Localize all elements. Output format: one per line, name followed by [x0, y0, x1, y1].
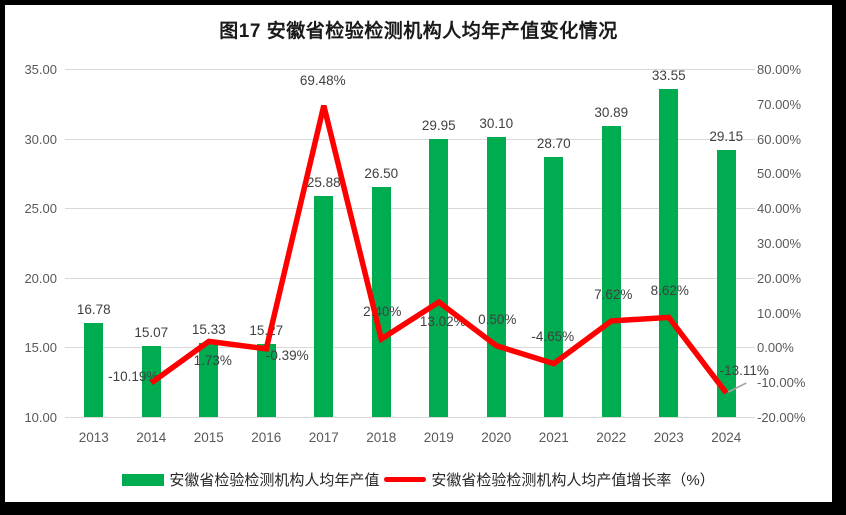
left-axis-tick: 30.00: [24, 131, 57, 147]
growth-rate-label: -0.39%: [265, 347, 309, 363]
x-axis-label: 2016: [251, 430, 282, 445]
x-axis-label: 2019: [423, 430, 454, 445]
bar-value-label: 26.50: [364, 166, 399, 182]
right-axis-tick: 30.00%: [757, 236, 802, 251]
x-axis-label: 2014: [136, 430, 167, 445]
growth-rate-label: -13.11%: [719, 363, 769, 379]
right-axis-tick: 40.00%: [757, 201, 802, 217]
right-axis-tick: 80.00%: [757, 62, 802, 77]
bar-value-label: 33.55: [651, 68, 686, 84]
growth-rate-label: 69.48%: [299, 72, 346, 88]
bar: [659, 89, 679, 417]
growth-line-path: [149, 104, 729, 395]
bar: [84, 322, 104, 417]
bar: [314, 195, 334, 417]
x-axis-label: 2018: [366, 430, 397, 445]
x-axis-label: 2021: [538, 430, 569, 445]
right-axis-tick: -20.00%: [757, 410, 806, 425]
bar-value-label: 16.78: [76, 301, 111, 317]
x-axis-label: 2023: [653, 430, 684, 445]
growth-rate-label: 7.62%: [594, 286, 633, 302]
right-axis-tick: 10.00%: [757, 305, 802, 321]
growth-line: [149, 104, 747, 395]
chart-canvas: 图17 安徽省检验检测机构人均年产值变化情况 16.78 15.07 15.33 15…: [5, 5, 832, 502]
chart-title: 图17 安徽省检验检测机构人均年产值变化情况: [219, 21, 618, 42]
gridline: [65, 417, 755, 418]
right-axis-tick: 0.00%: [757, 340, 794, 356]
growth-rate-label: -10.19%: [108, 368, 159, 384]
legend-line-label: 安徽省检验检测机构人均产值增长率（%）: [431, 472, 715, 489]
bar: [199, 342, 219, 417]
bar-value-label: 28.70: [536, 135, 571, 151]
gridline: [65, 277, 755, 279]
bar: [256, 343, 276, 417]
bar-value-label: 15.07: [134, 325, 169, 341]
legend: 安徽省检验检测机构人均年产值 安徽省检验检测机构人均产值增长率（%）: [5, 469, 832, 490]
right-axis-tick: 70.00%: [757, 96, 802, 112]
bar-value-label: 29.15: [709, 129, 744, 145]
right-axis-tick: 60.00%: [757, 131, 802, 147]
bar: [429, 139, 449, 417]
bar-value-label: 15.27: [249, 322, 284, 338]
bar-value-label: 30.10: [479, 116, 514, 132]
bar: [601, 126, 621, 417]
x-axis-label: 2020: [481, 430, 512, 445]
bar-value-label: 30.89: [594, 105, 629, 121]
left-axis-tick: 15.00: [24, 340, 57, 356]
right-axis-tick: 20.00%: [757, 270, 802, 286]
legend-bar-swatch-icon: [122, 473, 165, 486]
gridline: [65, 347, 755, 349]
left-axis-tick: 35.00: [24, 62, 57, 77]
bar: [716, 150, 736, 417]
x-axis-label: 2024: [711, 430, 742, 445]
left-axis-tick: 25.00: [24, 201, 57, 217]
left-axis-tick: 20.00: [24, 270, 57, 286]
right-axis-tick: -10.00%: [757, 375, 806, 391]
legend-line-swatch-icon: [384, 477, 427, 482]
gridline: [65, 138, 755, 140]
legend-bar-label: 安徽省检验检测机构人均年产值: [169, 472, 380, 489]
plot-area: 16.78 15.07 15.33 15.27 25.88 26.50 29.95 30.10…: [65, 68, 769, 418]
label-leader-line: [727, 382, 747, 393]
right-axis-tick: 50.00%: [757, 166, 802, 182]
x-axis-label: 2022: [596, 430, 627, 445]
x-axis-label: 2015: [193, 430, 224, 445]
x-axis-label: 2013: [78, 430, 109, 445]
bar-value-label: 15.33: [191, 321, 226, 337]
gridline: [65, 208, 755, 210]
growth-rate-label: 8.62%: [650, 283, 689, 299]
growth-rate-label: 0.50%: [478, 311, 517, 327]
gridline: [65, 69, 755, 70]
left-axis-tick: 10.00: [24, 410, 57, 425]
bar-value-label: 29.95: [421, 118, 456, 134]
bar-value-label: 25.88: [306, 174, 341, 190]
growth-rate-label: 13.02%: [419, 314, 466, 330]
x-axis-label: 2017: [308, 430, 339, 445]
bar: [371, 187, 391, 417]
bar: [544, 156, 564, 417]
growth-rate-label: -4.65%: [531, 328, 575, 344]
growth-rate-label: 1.73%: [193, 353, 232, 369]
